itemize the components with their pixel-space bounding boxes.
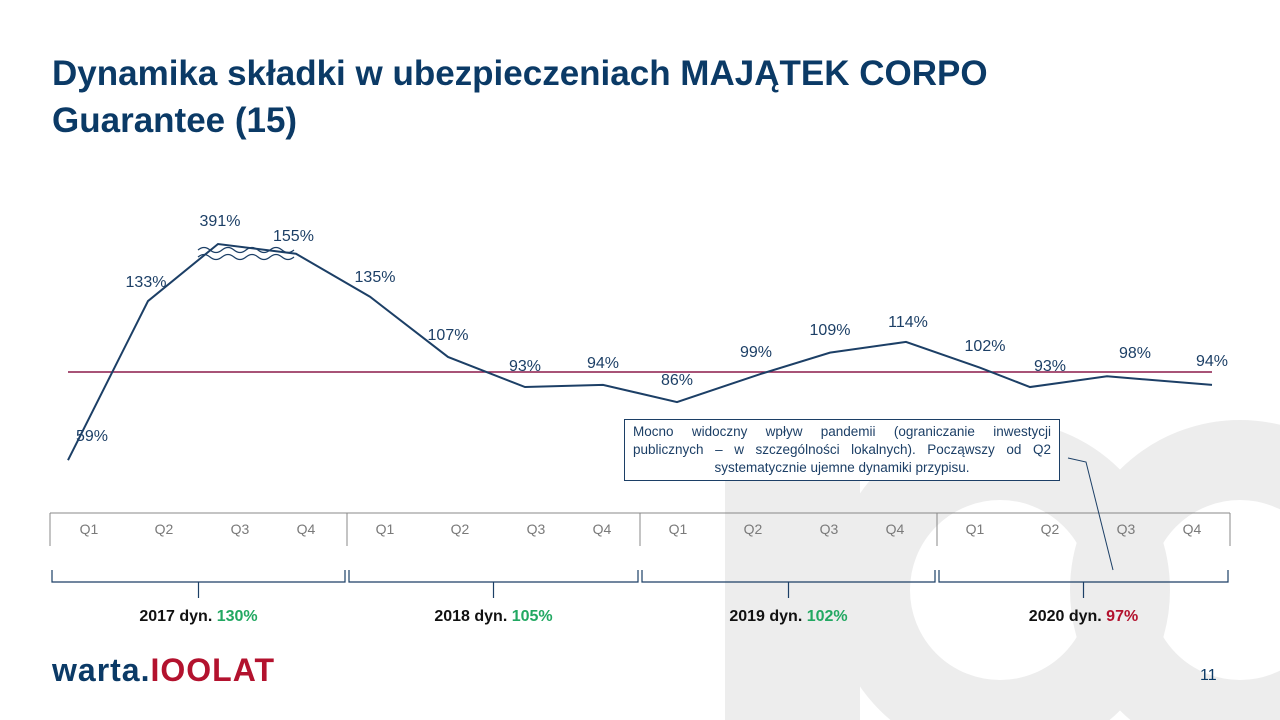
axis-break-mark (197, 246, 295, 254)
page-number: 11 (1200, 667, 1217, 684)
quarter-tick-label: Q3 (1117, 521, 1136, 537)
quarter-tick-label: Q3 (231, 521, 250, 537)
year-brace (938, 570, 1229, 598)
quarter-tick-label: Q2 (744, 521, 763, 537)
quarter-tick-label: Q2 (155, 521, 174, 537)
data-label: 114% (888, 314, 928, 331)
data-label: 94% (1196, 353, 1228, 370)
data-label: 135% (355, 269, 396, 286)
data-label: 391% (200, 213, 241, 230)
quarter-tick-label: Q1 (966, 521, 985, 537)
pandemic-annotation: Mocno widoczny wpływ pandemii (ogranicza… (624, 419, 1060, 481)
quarter-tick-label: Q1 (80, 521, 99, 537)
data-label: 86% (661, 372, 693, 389)
year-2017-summary: 2017 dyn. 130% (139, 608, 258, 625)
year-brace (51, 570, 346, 598)
quarter-tick-label: Q3 (527, 521, 546, 537)
data-label: 93% (1034, 358, 1066, 375)
quarter-tick-label: Q2 (1041, 521, 1060, 537)
quarter-tick-label: Q1 (669, 521, 688, 537)
year-2019-summary: 2019 dyn. 102% (729, 608, 848, 625)
quarter-tick-label: Q4 (886, 521, 905, 537)
data-label: 133% (126, 274, 167, 291)
page-title: Dynamika składki w ubezpieczeniach MAJĄT… (52, 54, 988, 140)
data-label: 99% (740, 344, 772, 361)
annotation-pointer (1067, 457, 1114, 571)
quarter-tick-label: Q1 (376, 521, 395, 537)
year-brace (348, 570, 639, 598)
data-label: 155% (273, 228, 314, 245)
axis-break-mark (197, 253, 295, 261)
quarter-tick-label: Q4 (297, 521, 316, 537)
quarter-tick-label: Q3 (820, 521, 839, 537)
warta-logo: warta.IOOLAT (52, 652, 275, 688)
data-label: 102% (965, 338, 1006, 355)
data-label: 94% (587, 355, 619, 372)
quarter-tick-label: Q4 (1183, 521, 1202, 537)
data-label: 107% (428, 327, 469, 344)
data-label: 59% (76, 428, 108, 445)
quarter-tick-label: Q2 (451, 521, 470, 537)
year-2020-summary: 2020 dyn. 97% (1028, 608, 1139, 625)
year-2018-summary: 2018 dyn. 105% (434, 608, 553, 625)
data-label: 109% (810, 322, 851, 339)
data-label: 93% (509, 358, 541, 375)
data-label: 98% (1119, 345, 1151, 362)
quarter-tick-label: Q4 (593, 521, 612, 537)
year-brace (641, 570, 936, 598)
